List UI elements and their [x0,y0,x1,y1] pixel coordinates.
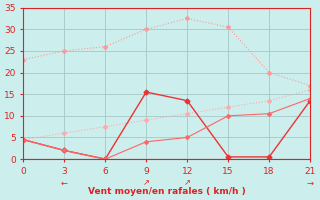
Text: ↗: ↗ [143,179,150,188]
Text: →: → [307,179,314,188]
Text: ↗: ↗ [184,179,191,188]
Text: ←: ← [61,179,68,188]
X-axis label: Vent moyen/en rafales ( km/h ): Vent moyen/en rafales ( km/h ) [88,187,246,196]
